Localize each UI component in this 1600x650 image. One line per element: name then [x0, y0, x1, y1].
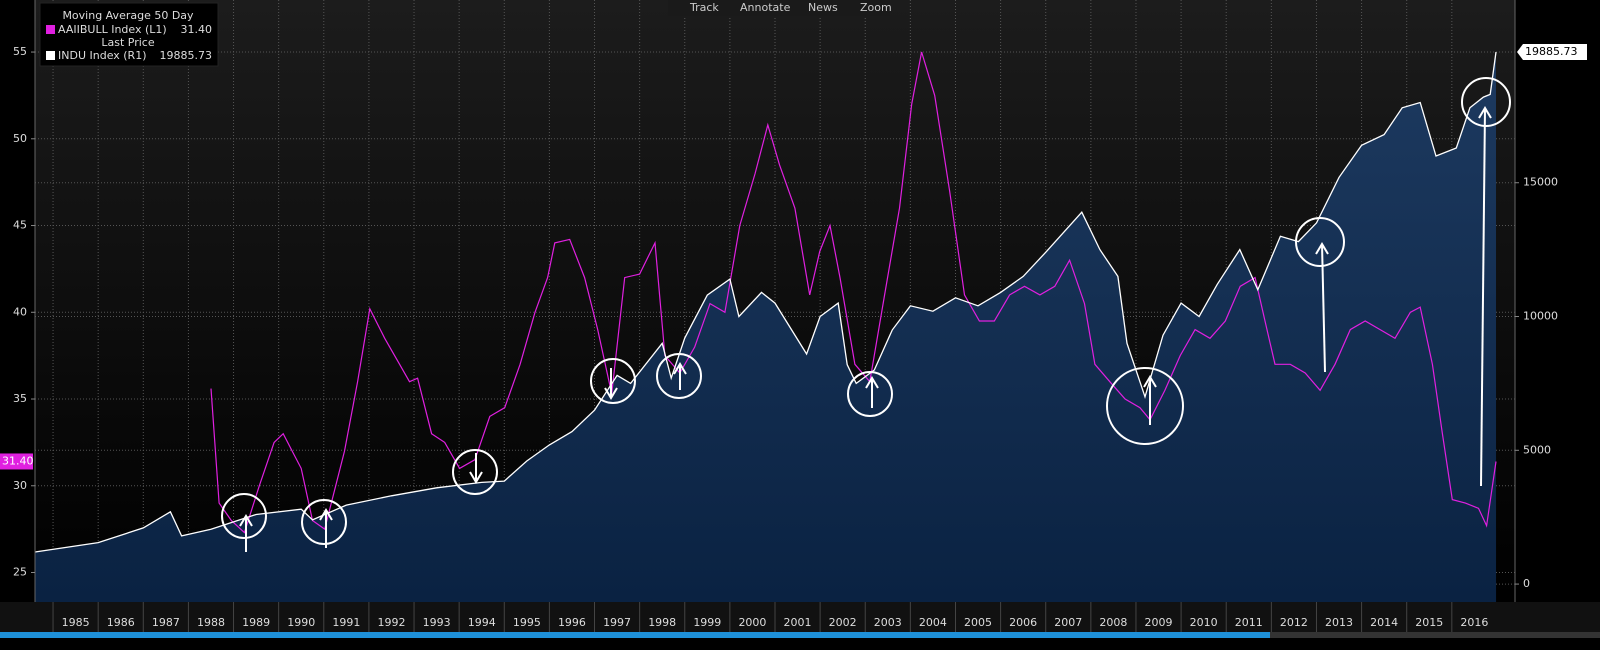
y-tick-label: 35 [13, 392, 27, 405]
y-tick-label: 25 [13, 566, 27, 579]
legend-swatch [46, 51, 55, 60]
line [34, 51, 1497, 553]
x-tick-label: 1996 [558, 616, 586, 629]
area-layer [35, 52, 1497, 602]
x-tick-label: 2005 [964, 616, 992, 629]
toolbar-button[interactable]: Track [689, 1, 719, 14]
x-tick-label: 1998 [648, 616, 676, 629]
last-value-label: 31.40 [2, 454, 34, 467]
x-axis-band [0, 602, 1600, 632]
x-tick-label: 1987 [152, 616, 180, 629]
y-tick-label: 30 [13, 479, 27, 492]
x-tick-label: 1985 [62, 616, 90, 629]
legend-label: AAIIBULL Index (L1) [58, 23, 167, 36]
scroll-bar [0, 632, 1270, 638]
x-tick-label: 1988 [197, 616, 225, 629]
x-tick-label: 2013 [1325, 616, 1353, 629]
x-tick-label: 1999 [693, 616, 721, 629]
x-tick-label: 2011 [1235, 616, 1263, 629]
y2-tick-label: 15000 [1523, 176, 1558, 189]
scroll-track [1270, 632, 1600, 638]
toolbar-button[interactable]: Zoom [860, 1, 892, 14]
toolbar-button[interactable]: Annotate [740, 1, 791, 14]
x-tick-label: 1993 [423, 616, 451, 629]
x-tick-label: 2016 [1460, 616, 1488, 629]
x-tick-label: 2012 [1280, 616, 1308, 629]
x-tick-label: 2004 [919, 616, 947, 629]
line-layer [34, 51, 1497, 553]
x-tick-label: 2006 [1009, 616, 1037, 629]
x-tick-label: 2000 [738, 616, 766, 629]
x-tick-label: 2010 [1190, 616, 1218, 629]
x-tick-label: 1991 [332, 616, 360, 629]
x-tick-label: 1992 [377, 616, 405, 629]
last-value-flag [1517, 44, 1587, 61]
x-tick-label: 2003 [874, 616, 902, 629]
x-tick-label: 1989 [242, 616, 270, 629]
x-tick-label: 1994 [468, 616, 496, 629]
last-value-label: 19885.73 [1525, 45, 1578, 58]
y-tick-label: 55 [13, 45, 27, 58]
x-tick-label: 1990 [287, 616, 315, 629]
x-tick-label: 1997 [603, 616, 631, 629]
annotations [221, 77, 1511, 552]
legend-box [39, 2, 219, 67]
y-tick-label: 40 [13, 305, 27, 318]
x-tick-label: 2007 [1054, 616, 1082, 629]
y2-tick-label: 0 [1523, 577, 1530, 590]
x-tick-label: 2009 [1145, 616, 1173, 629]
legend-value: 31.40 [181, 23, 213, 36]
axes: 25 30 35 40 45 50 55 0 5000 10000 15000 1985 1986 198… [0, 0, 1587, 632]
toolbar-bg [668, 0, 890, 16]
legend-subtitle: Last Price [101, 36, 154, 49]
last-value-flag [0, 453, 33, 470]
y-tick-label: 45 [13, 219, 27, 232]
y-tick-label: 50 [13, 132, 27, 145]
legend-value: 19885.73 [160, 49, 213, 62]
x-tick-label: 2014 [1370, 616, 1398, 629]
x-tick-label: 2002 [829, 616, 857, 629]
x-tick-label: 2015 [1415, 616, 1443, 629]
y2-tick-label: 10000 [1523, 310, 1558, 323]
x-tick-label: 1986 [107, 616, 135, 629]
line [210, 51, 1497, 534]
toolbar-button[interactable]: News [808, 1, 838, 14]
toolbar: Track Annotate News Zoom [668, 0, 892, 16]
legend-title: Moving Average 50 Day [62, 9, 194, 22]
x-tick-label: 2008 [1099, 616, 1127, 629]
x-tick-label: 2001 [784, 616, 812, 629]
y2-tick-label: 5000 [1523, 443, 1551, 456]
layers: 25 30 35 40 45 50 55 0 5000 10000 15000 1985 1986 198… [0, 0, 1587, 632]
x-tick-label: 1995 [513, 616, 541, 629]
legend-label: INDU Index (R1) [58, 49, 147, 62]
legend-swatch [46, 25, 55, 34]
area [35, 52, 1497, 602]
